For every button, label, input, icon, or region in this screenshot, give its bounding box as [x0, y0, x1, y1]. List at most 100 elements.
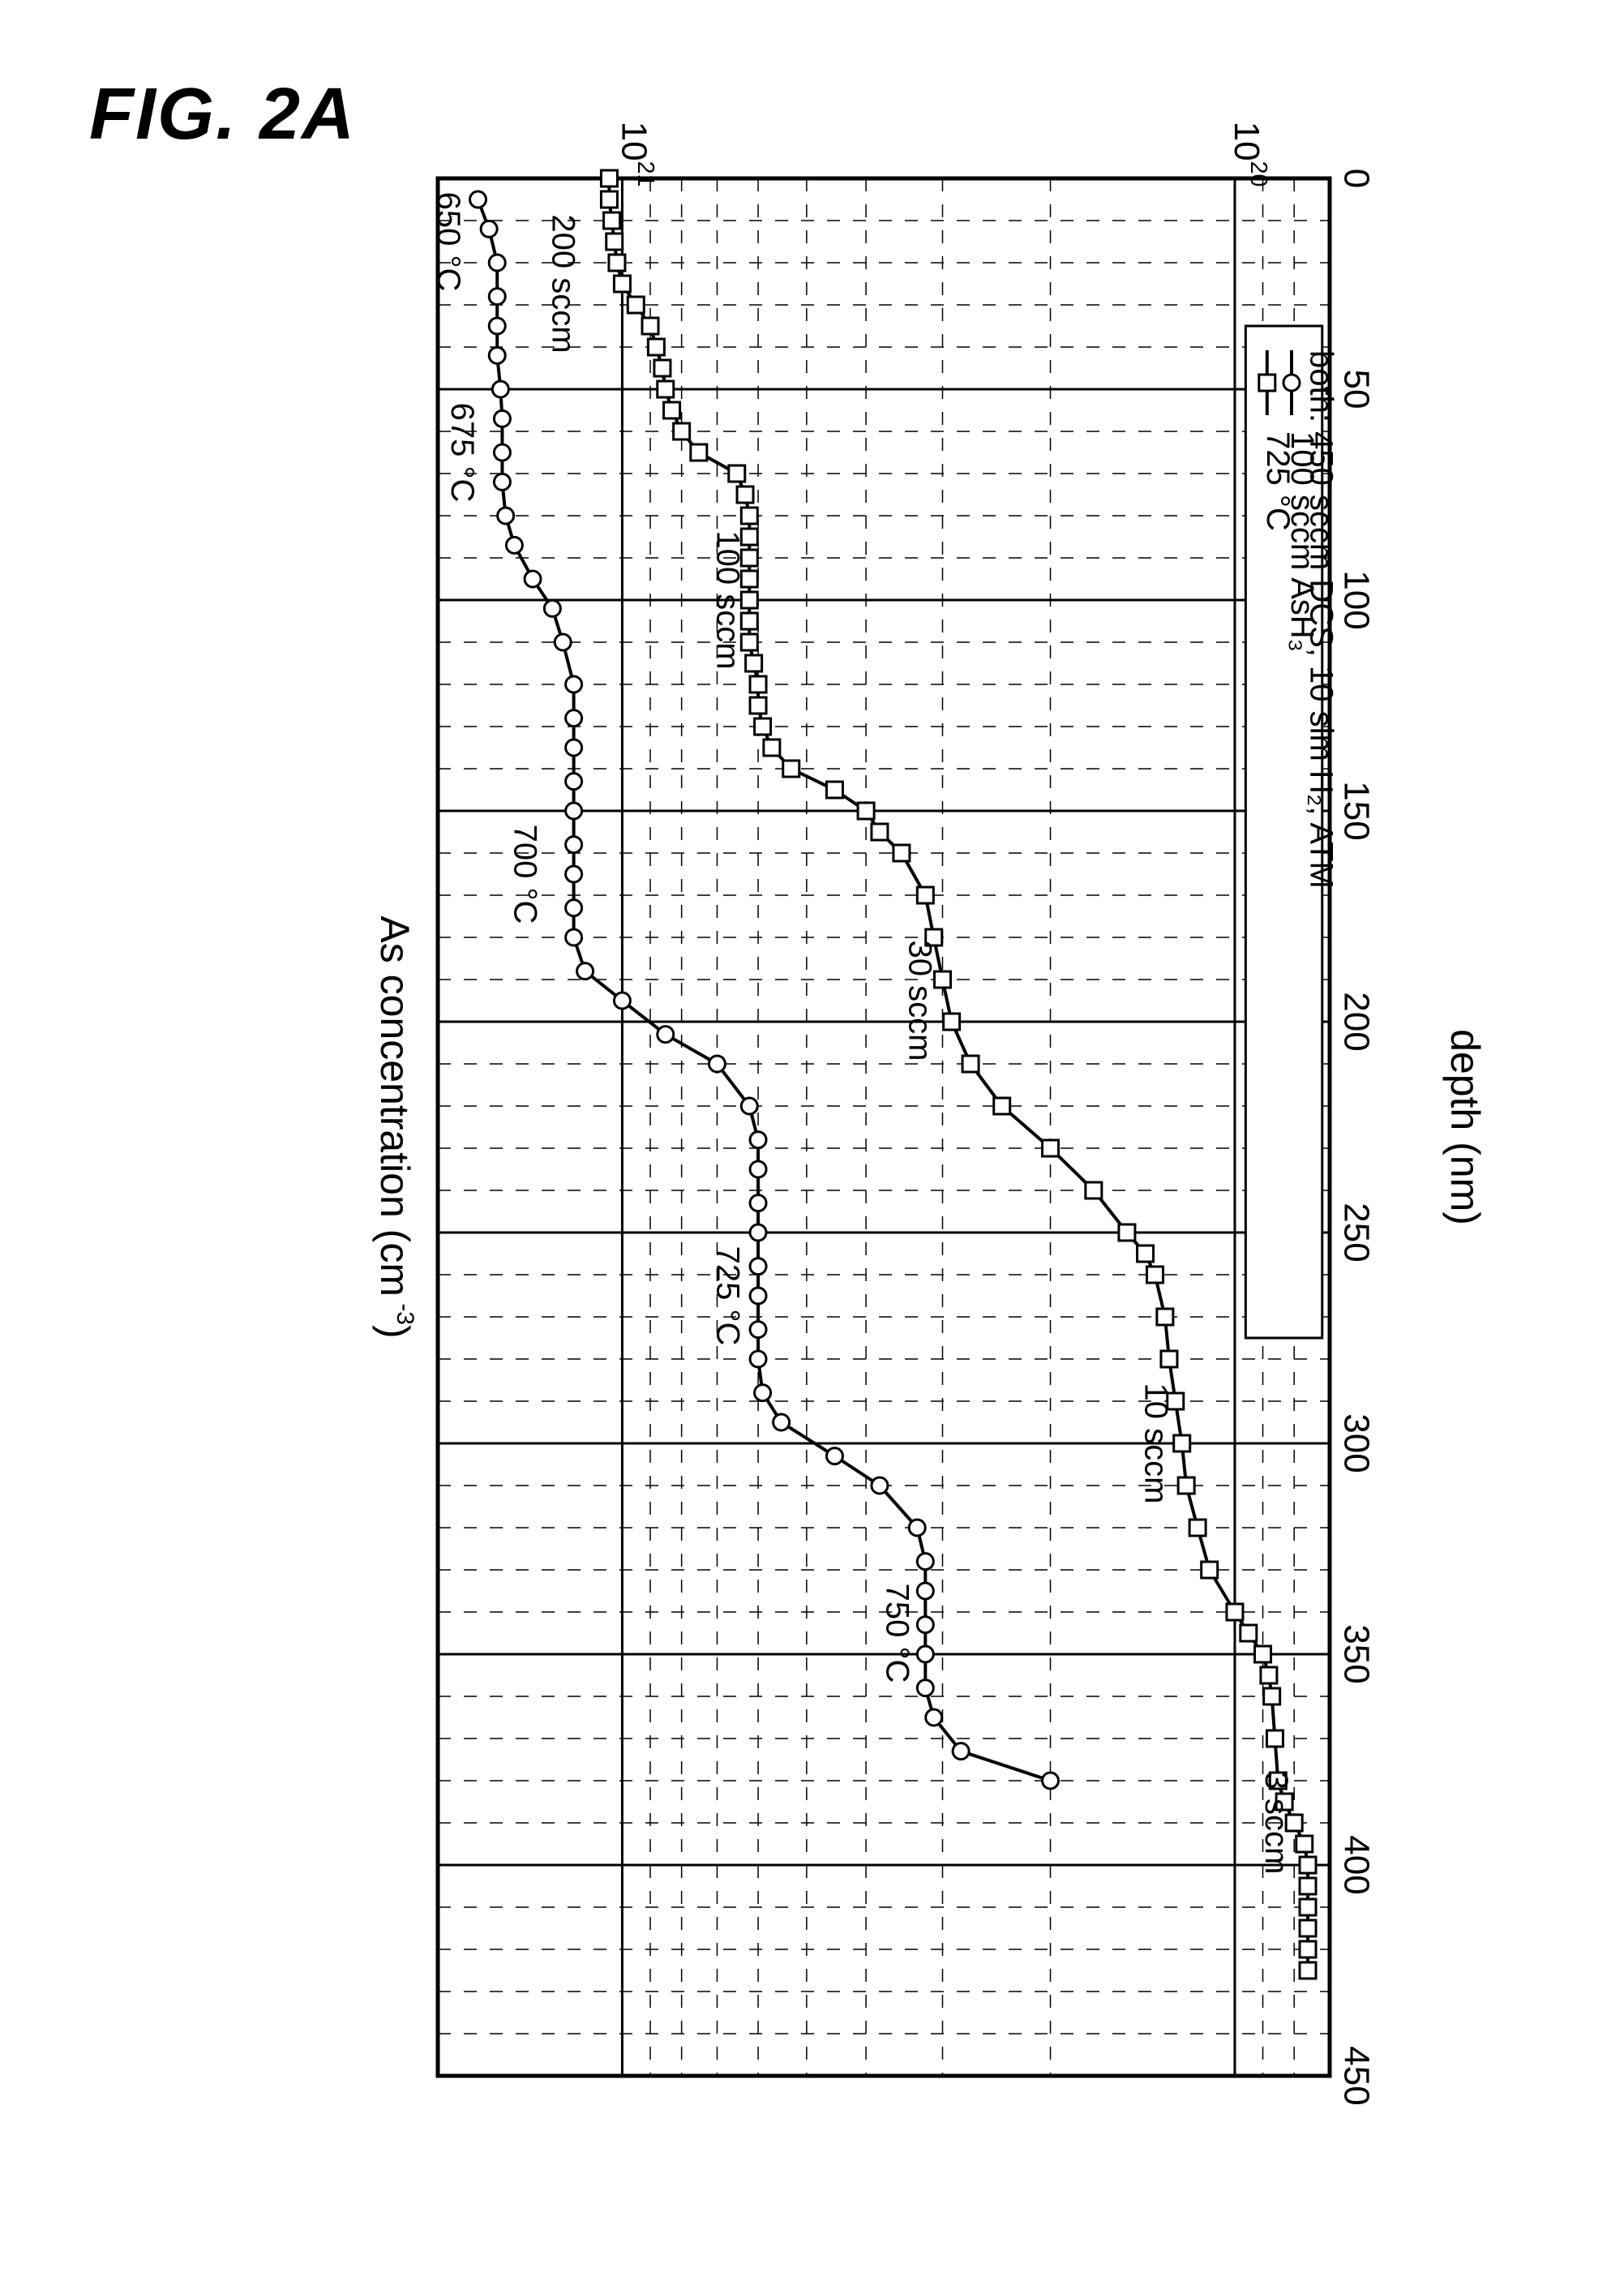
marker-circle — [494, 474, 510, 490]
marker-circle — [566, 676, 582, 692]
marker-square — [872, 824, 888, 840]
depth-tick-label: 400 — [1336, 1835, 1376, 1894]
series-annotation: 3 sccm — [1258, 1772, 1294, 1875]
marker-circle — [917, 1617, 933, 1633]
series-annotation: 750 °C — [880, 1584, 915, 1683]
series-line — [609, 178, 1308, 1970]
marker-square — [750, 697, 766, 714]
marker-circle — [555, 634, 571, 650]
marker-circle — [566, 837, 582, 853]
marker-square — [1157, 1309, 1173, 1325]
marker-circle — [750, 1195, 766, 1211]
marker-square — [674, 423, 690, 439]
depth-tick-label: 200 — [1336, 992, 1376, 1051]
series-annotation: 30 sccm — [902, 941, 937, 1061]
marker-square — [658, 381, 674, 397]
series-annotation: 200 sccm — [545, 214, 581, 353]
marker-square — [1255, 1646, 1271, 1662]
series-annotation: 100 sccm — [709, 530, 745, 669]
marker-square — [1300, 1878, 1316, 1894]
chart-svg: 050100150200250300350400450depth (nm)102… — [341, 114, 1540, 2157]
depth-tick-label: 300 — [1336, 1413, 1376, 1473]
marker-circle — [566, 866, 582, 882]
depth-tick-label: 0 — [1336, 169, 1376, 188]
marker-circle — [953, 1743, 969, 1760]
depth-tick-label: 50 — [1336, 370, 1376, 409]
marker-circle — [494, 444, 510, 461]
marker-square — [664, 402, 680, 418]
marker-circle — [826, 1448, 842, 1464]
marker-circle — [489, 289, 505, 305]
marker-circle — [917, 1646, 933, 1662]
marker-circle — [469, 191, 486, 208]
marker-square — [994, 1098, 1010, 1114]
marker-circle — [506, 537, 522, 553]
marker-square — [737, 487, 753, 503]
marker-circle — [577, 963, 593, 980]
marker-square — [1227, 1604, 1243, 1620]
marker-square — [944, 1014, 960, 1030]
marker-square — [628, 297, 644, 313]
marker-circle — [917, 1554, 933, 1570]
marker-square — [764, 740, 780, 756]
marker-circle — [525, 571, 541, 587]
depth-axis-label: depth (nm) — [1442, 1029, 1488, 1225]
marker-square — [604, 212, 620, 229]
marker-circle — [489, 347, 505, 363]
marker-circle — [773, 1414, 790, 1430]
marker-square — [1174, 1435, 1190, 1451]
marker-square — [1119, 1224, 1135, 1241]
depth-tick-label: 250 — [1336, 1203, 1376, 1262]
marker-square — [826, 782, 842, 798]
marker-square — [729, 465, 745, 482]
marker-circle — [709, 1056, 725, 1072]
marker-square — [609, 255, 625, 271]
marker-circle — [750, 1322, 766, 1338]
marker-square — [1178, 1477, 1194, 1494]
marker-square — [962, 1056, 979, 1072]
marker-circle — [658, 1027, 674, 1043]
marker-circle — [917, 1583, 933, 1599]
marker-circle — [917, 1680, 933, 1696]
marker-circle — [926, 1709, 942, 1726]
figure-label: FIG. 2A — [89, 73, 356, 156]
marker-square — [858, 803, 874, 819]
marker-square — [1300, 1941, 1316, 1957]
marker-square — [1146, 1267, 1163, 1283]
marker-square — [1300, 1920, 1316, 1936]
marker-circle — [750, 1161, 766, 1177]
marker-square — [601, 191, 617, 208]
depth-tick-label: 100 — [1336, 570, 1376, 629]
marker-square — [601, 170, 617, 187]
marker-square — [1161, 1351, 1177, 1367]
marker-circle — [498, 508, 514, 524]
marker-square — [1261, 1667, 1277, 1683]
depth-tick-label: 350 — [1336, 1624, 1376, 1683]
series-annotation: 10 sccm — [1138, 1383, 1174, 1504]
series-annotation: 700 °C — [507, 825, 542, 924]
marker-square — [893, 845, 910, 861]
marker-square — [1202, 1562, 1218, 1578]
marker-square — [642, 318, 658, 334]
marker-circle — [750, 1288, 766, 1304]
conc-axis-label: As concentration (cm -3) — [372, 915, 418, 1338]
marker-circle — [489, 255, 505, 271]
depth-tick-label: 450 — [1336, 2046, 1376, 2105]
marker-square — [1189, 1520, 1206, 1536]
marker-circle — [566, 710, 582, 727]
marker-circle — [750, 1224, 766, 1241]
marker-square — [1296, 1836, 1313, 1852]
marker-circle — [566, 803, 582, 819]
series-annotation: 675 °C — [444, 403, 480, 503]
legend-marker-circle — [1283, 375, 1300, 391]
marker-square — [648, 339, 664, 355]
series-line — [478, 199, 1050, 1781]
chart-container: 050100150200250300350400450depth (nm)102… — [341, 114, 1540, 2157]
series-annotation: 650 °C — [431, 192, 466, 292]
marker-circle — [566, 740, 582, 756]
page: FIG. 2A 050100150200250300350400450depth… — [0, 0, 1624, 2281]
marker-square — [741, 508, 757, 524]
marker-square — [1086, 1182, 1102, 1198]
marker-circle — [1043, 1773, 1059, 1789]
marker-square — [1138, 1246, 1154, 1262]
